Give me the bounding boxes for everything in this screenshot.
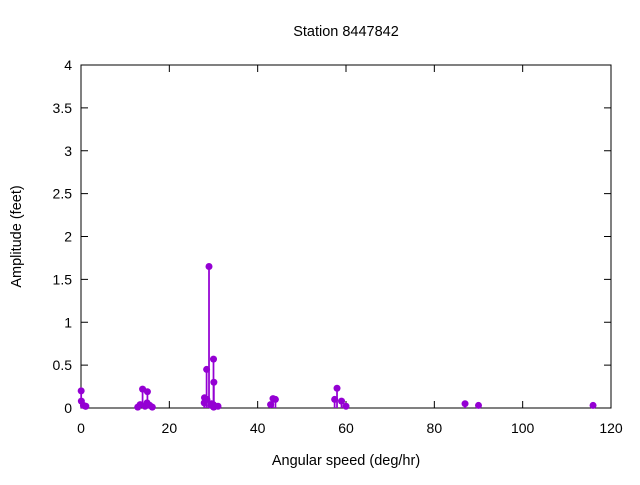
- y-tick-label: 4: [64, 57, 72, 73]
- y-tick-label: 3.5: [53, 100, 73, 116]
- data-point: [589, 401, 597, 409]
- data-point: [338, 397, 346, 405]
- data-point: [214, 402, 222, 410]
- data-point: [205, 263, 213, 271]
- y-tick-label: 1.5: [53, 271, 73, 287]
- x-tick-label: 20: [162, 420, 178, 436]
- data-point: [210, 355, 217, 363]
- x-tick-label: 60: [338, 420, 354, 436]
- data-point: [342, 402, 350, 410]
- data-point: [271, 395, 279, 403]
- data-point: [331, 395, 339, 403]
- y-tick-label: 1: [64, 314, 72, 330]
- data-point: [143, 388, 151, 396]
- chart-title: Station 8447842: [293, 24, 399, 40]
- data-point: [203, 365, 211, 373]
- y-axis-label: Amplitude (feet): [9, 185, 25, 287]
- x-tick-label: 120: [599, 420, 623, 436]
- x-tick-label: 100: [511, 420, 535, 436]
- x-tick-label: 0: [77, 420, 85, 436]
- plot-border: [80, 64, 612, 409]
- data-point: [461, 400, 469, 408]
- data-point: [203, 395, 211, 403]
- data-point: [333, 384, 341, 392]
- data-point: [82, 402, 90, 410]
- y-tick-label: 2.5: [53, 186, 73, 202]
- y-tick-label: 3: [64, 143, 72, 159]
- y-tick-label: 0.5: [53, 357, 73, 373]
- data-point: [267, 401, 275, 409]
- y-tick-label: 2: [64, 229, 72, 245]
- data-point: [210, 378, 218, 386]
- y-tick-label: 0: [64, 400, 72, 416]
- x-axis-label: Angular speed (deg/hr): [272, 453, 420, 469]
- data-point: [148, 403, 156, 411]
- data-point: [77, 387, 85, 395]
- x-tick-label: 40: [250, 420, 266, 436]
- data-point: [475, 401, 482, 409]
- x-tick-label: 80: [427, 420, 443, 436]
